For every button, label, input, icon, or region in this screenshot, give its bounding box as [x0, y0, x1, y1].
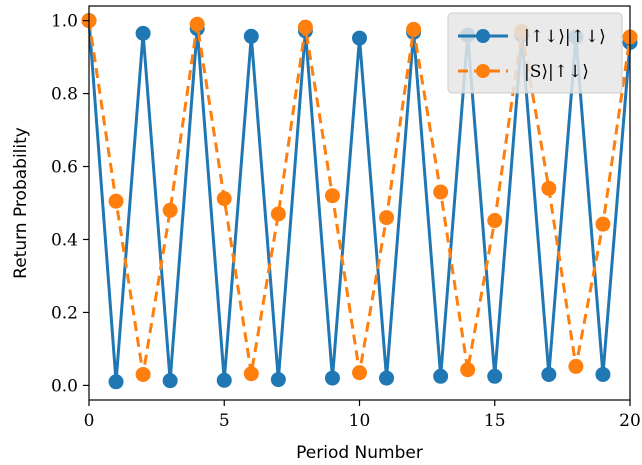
data-point — [568, 358, 584, 374]
data-point — [487, 213, 503, 229]
legend-label: |S⟩|↑↓⟩ — [524, 62, 589, 82]
data-point — [189, 16, 205, 32]
data-point — [135, 25, 151, 41]
data-point — [487, 368, 503, 384]
y-tick-label: 0.2 — [51, 303, 78, 323]
x-tick-label: 10 — [349, 411, 371, 431]
y-tick-label: 0.6 — [51, 158, 78, 178]
legend-marker-swatch — [476, 29, 490, 43]
axis-ticks: 0 5 10 15 20 0.0 0.2 0.4 0.6 0.8 1.0 — [51, 12, 641, 431]
y-tick-label: 0.4 — [51, 230, 78, 250]
data-point — [541, 366, 557, 382]
data-point — [352, 30, 367, 46]
data-point — [216, 191, 232, 207]
y-tick-label: 1.0 — [51, 12, 78, 32]
data-point — [352, 365, 367, 381]
y-tick-label: 0.8 — [51, 85, 78, 105]
y-tick-label: 0.0 — [51, 376, 78, 396]
data-point — [324, 370, 340, 386]
x-axis-title: Period Number — [296, 443, 423, 463]
data-point — [108, 193, 124, 209]
data-point — [460, 362, 476, 378]
x-tick-label: 20 — [619, 411, 641, 431]
data-point — [243, 28, 259, 44]
legend-entry: |↑↓⟩|↑↓⟩ — [458, 27, 606, 47]
legend-label: |↑↓⟩|↑↓⟩ — [524, 27, 606, 47]
x-tick-label: 5 — [219, 411, 230, 431]
x-tick-label: 15 — [484, 411, 506, 431]
data-point — [270, 206, 286, 222]
data-point — [433, 184, 449, 200]
data-point — [216, 372, 232, 388]
data-point — [595, 366, 611, 382]
data-point — [379, 370, 395, 386]
y-axis-title: Return Probability — [11, 127, 31, 279]
legend-marker-swatch — [476, 64, 490, 78]
data-point — [324, 188, 340, 204]
x-tick-label: 0 — [84, 411, 95, 431]
data-point — [541, 180, 557, 196]
data-point — [406, 21, 422, 37]
data-point — [108, 374, 124, 390]
data-point — [162, 373, 178, 389]
data-point — [243, 366, 259, 382]
legend: |↑↓⟩|↑↓⟩ |S⟩|↑↓⟩ — [447, 12, 623, 94]
data-point — [433, 368, 449, 384]
data-point — [135, 366, 151, 382]
data-point — [379, 210, 395, 226]
data-point — [595, 216, 611, 232]
legend-box — [447, 12, 623, 94]
data-point — [270, 372, 286, 388]
data-point — [162, 202, 178, 218]
plot-area — [81, 13, 638, 390]
data-point — [297, 19, 313, 35]
legend-entry: |S⟩|↑↓⟩ — [458, 62, 589, 82]
